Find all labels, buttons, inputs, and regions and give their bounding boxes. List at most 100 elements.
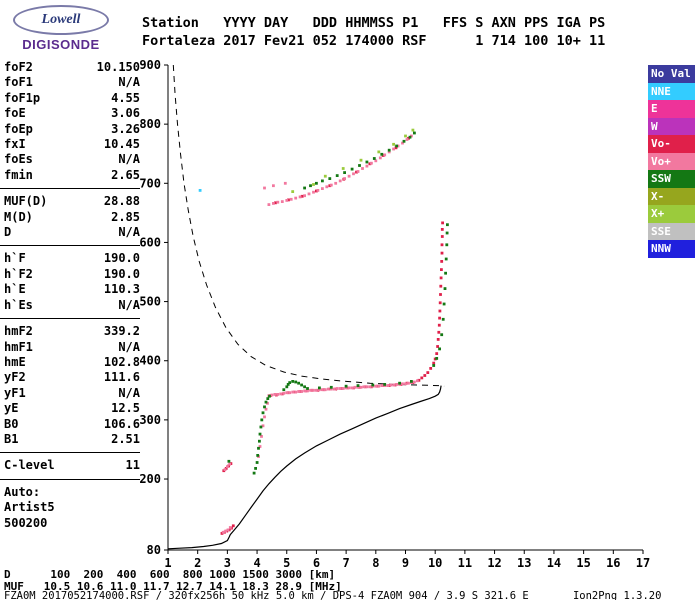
parameters-panel: foF2 10.150 foF1 N/A foF1p 4.55 foE 3.06 foEp 3.2… [0, 60, 140, 531]
legend-item-noval: No Val [648, 65, 695, 83]
distance-row: D 100 200 400 600 800 1000 1500 3000 [km… [4, 568, 336, 581]
param-label: Auto: [4, 484, 41, 499]
param-label: 500200 [4, 515, 48, 530]
logo-lowell-text: Lowell [41, 12, 81, 27]
param-he: h`E 110.3 [4, 282, 140, 297]
trace-x-minus-green [227, 131, 449, 475]
param-yf1: yF1 N/A [4, 386, 140, 401]
param-value: 2.65 [111, 167, 140, 182]
x-tick-label: 1 [164, 556, 171, 570]
y-tick-label: 600 [139, 235, 161, 249]
legend-item-ssw: SSW [648, 170, 695, 188]
x-tick-label: 13 [517, 556, 531, 570]
param-label: foE [4, 106, 26, 121]
param-artist5: Artist5 [4, 500, 140, 515]
param-value: 28.88 [103, 194, 140, 209]
y-tick-label: 500 [139, 295, 161, 309]
y-tick-label: 80 [147, 543, 161, 557]
param-value: 110.3 [103, 282, 140, 297]
param-label: hmF2 [4, 324, 33, 339]
param-value: N/A [118, 75, 140, 90]
x-tick-label: 7 [343, 556, 350, 570]
param-b0: B0 106.6 [4, 417, 140, 432]
x-tick-label: 16 [606, 556, 620, 570]
param-value: N/A [118, 152, 140, 167]
param-value: 4.55 [111, 90, 140, 105]
legend-item-sse: SSE [648, 222, 695, 240]
param-value: N/A [118, 339, 140, 354]
y-tick-label: 400 [139, 354, 161, 368]
param-label: B0 [4, 416, 19, 431]
legend-item-vo+: Vo+ [648, 152, 695, 170]
param-value: N/A [118, 225, 140, 240]
param-fof1p: foF1p 4.55 [4, 91, 140, 106]
param-hf: h`F 190.0 [4, 251, 140, 266]
legend-item-nne: NNE [648, 82, 695, 100]
param-value: 102.8 [103, 354, 140, 369]
legend-item-nnw: NNW [648, 240, 695, 258]
direction-color-legend: No Val NNE E W Vo- Vo+ SSW X- X+ SSE NNW [648, 65, 695, 258]
trace-x-plus-light-green [291, 128, 415, 193]
param-label: fmin [4, 167, 33, 182]
param-value: 10.45 [103, 137, 140, 152]
param-label: C-level [4, 458, 55, 473]
param-label: hmF1 [4, 339, 33, 354]
lowell-logo-oval: Lowell [13, 5, 109, 35]
param-value: 190.0 [103, 266, 140, 281]
x-tick-label: 11 [458, 556, 472, 570]
x-tick-label: 4 [253, 556, 260, 570]
param-label: yF1 [4, 385, 26, 400]
param-group-separator [0, 188, 140, 190]
param-label: MUF(D) [4, 194, 48, 209]
param-label: foF1p [4, 90, 41, 105]
param-group-separator [0, 452, 140, 454]
param-label: h`Es [4, 297, 33, 312]
x-tick-label: 5 [283, 556, 290, 570]
param-label: h`F [4, 251, 26, 266]
param-label: yE [4, 401, 19, 416]
param-hmf1: hmF1 N/A [4, 340, 140, 355]
legend-item-e: E [648, 100, 695, 118]
legend-item-vo-: Vo- [648, 135, 695, 153]
param-ye: yE 12.5 [4, 401, 140, 416]
x-tick-label: 6 [313, 556, 320, 570]
param-value: N/A [118, 385, 140, 400]
param-hmf2: hmF2 339.2 [4, 324, 140, 339]
param-foep: foEp 3.26 [4, 122, 140, 137]
station-header-values: Fortaleza 2017 Fev21 052 174000 RSF 1 71… [142, 33, 606, 49]
legend-item-x+: X+ [648, 205, 695, 223]
lowell-logo: Lowell DIGISONDE [8, 5, 114, 52]
param-fxi: fxI 10.45 [4, 137, 140, 152]
param-fof1: foF1 N/A [4, 75, 140, 90]
param-auto: Auto: [4, 485, 140, 500]
param-yf2: yF2 111.6 [4, 370, 140, 385]
x-tick-label: 3 [224, 556, 231, 570]
param-value: 12.5 [111, 401, 140, 416]
muf-row: MUF 10.5 10.6 11.0 11.7 12.7 14.1 18.3 2… [4, 580, 342, 593]
param-label: Artist5 [4, 500, 55, 515]
x-tick-label: 10 [428, 556, 442, 570]
logo-digisonde-text: DIGISONDE [22, 37, 100, 52]
param-label: foF1 [4, 75, 33, 90]
param-md: M(D) 2.85 [4, 210, 140, 225]
true-height-profile [167, 385, 442, 550]
param-d: D N/A [4, 225, 140, 240]
y-tick-label: 800 [139, 117, 161, 131]
param-label: B1 [4, 431, 19, 446]
param-hf2: h`F2 190.0 [4, 267, 140, 282]
param-hme: hmE 102.8 [4, 355, 140, 370]
param-value: 3.06 [111, 106, 140, 121]
param-label: hmE [4, 354, 26, 369]
param-value: N/A [118, 297, 140, 312]
param-label: yF2 [4, 370, 26, 385]
param-label: h`F2 [4, 266, 33, 281]
param-hes: h`Es N/A [4, 298, 140, 313]
param-clevel: C-level 11 [4, 458, 140, 473]
param-mufd: MUF(D) 28.88 [4, 194, 140, 209]
param-value: 2.85 [111, 209, 140, 224]
param-value: 190.0 [103, 251, 140, 266]
param-value: 2.51 [111, 431, 140, 446]
param-500200: 500200 [4, 516, 140, 531]
param-value: 106.6 [103, 416, 140, 431]
